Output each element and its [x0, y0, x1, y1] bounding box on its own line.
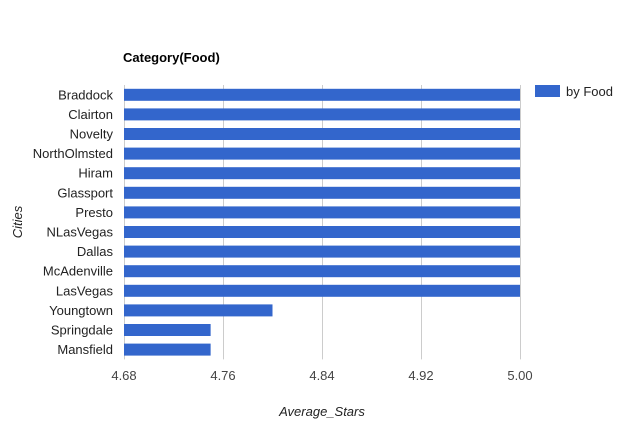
x-tick-label: 4.76	[210, 368, 235, 383]
bar	[124, 128, 520, 140]
category-label: Glassport	[57, 185, 113, 200]
category-label: Dallas	[77, 244, 114, 259]
x-tick-label: 5.00	[507, 368, 532, 383]
x-tick-label: 4.84	[309, 368, 334, 383]
bar	[124, 265, 520, 278]
category-label: McAdenville	[43, 264, 113, 279]
bar	[124, 324, 211, 336]
x-axis-title: Average_Stars	[278, 404, 365, 419]
category-label: NorthOlmsted	[33, 146, 113, 161]
category-label: Youngtown	[49, 303, 113, 318]
bar	[124, 108, 520, 121]
category-label: Springdale	[51, 323, 113, 338]
y-axis-title: Cities	[10, 205, 25, 238]
category-labels: Braddock Clairton Novelty NorthOlmsted Hiram…	[33, 87, 114, 357]
chart-title: Category(Food)	[123, 50, 220, 65]
x-tick-label: 4.68	[111, 368, 136, 383]
category-label: Hiram	[78, 166, 113, 181]
bar	[124, 304, 273, 317]
category-label: LasVegas	[56, 283, 114, 298]
bar	[124, 343, 211, 356]
x-tick-labels: 4.68 4.76 4.84 4.92 5.00	[111, 368, 532, 383]
category-label: NLasVegas	[47, 225, 114, 240]
legend-swatch	[535, 85, 560, 97]
category-label: Mansfield	[57, 342, 113, 357]
bar	[124, 88, 520, 101]
bars	[124, 88, 520, 356]
bar	[124, 206, 520, 219]
x-tick-label: 4.92	[408, 368, 433, 383]
category-label: Clairton	[68, 107, 113, 122]
bar	[124, 226, 520, 238]
gridlines	[124, 85, 521, 360]
category-label: Braddock	[58, 87, 113, 102]
category-label: Novelty	[70, 127, 114, 142]
bar	[124, 186, 520, 199]
legend-label: by Food	[566, 84, 613, 99]
category-label: Presto	[75, 205, 113, 220]
bar	[124, 284, 520, 297]
bar	[124, 167, 520, 180]
legend: by Food	[535, 84, 613, 99]
bar	[124, 245, 520, 258]
bar	[124, 147, 520, 160]
